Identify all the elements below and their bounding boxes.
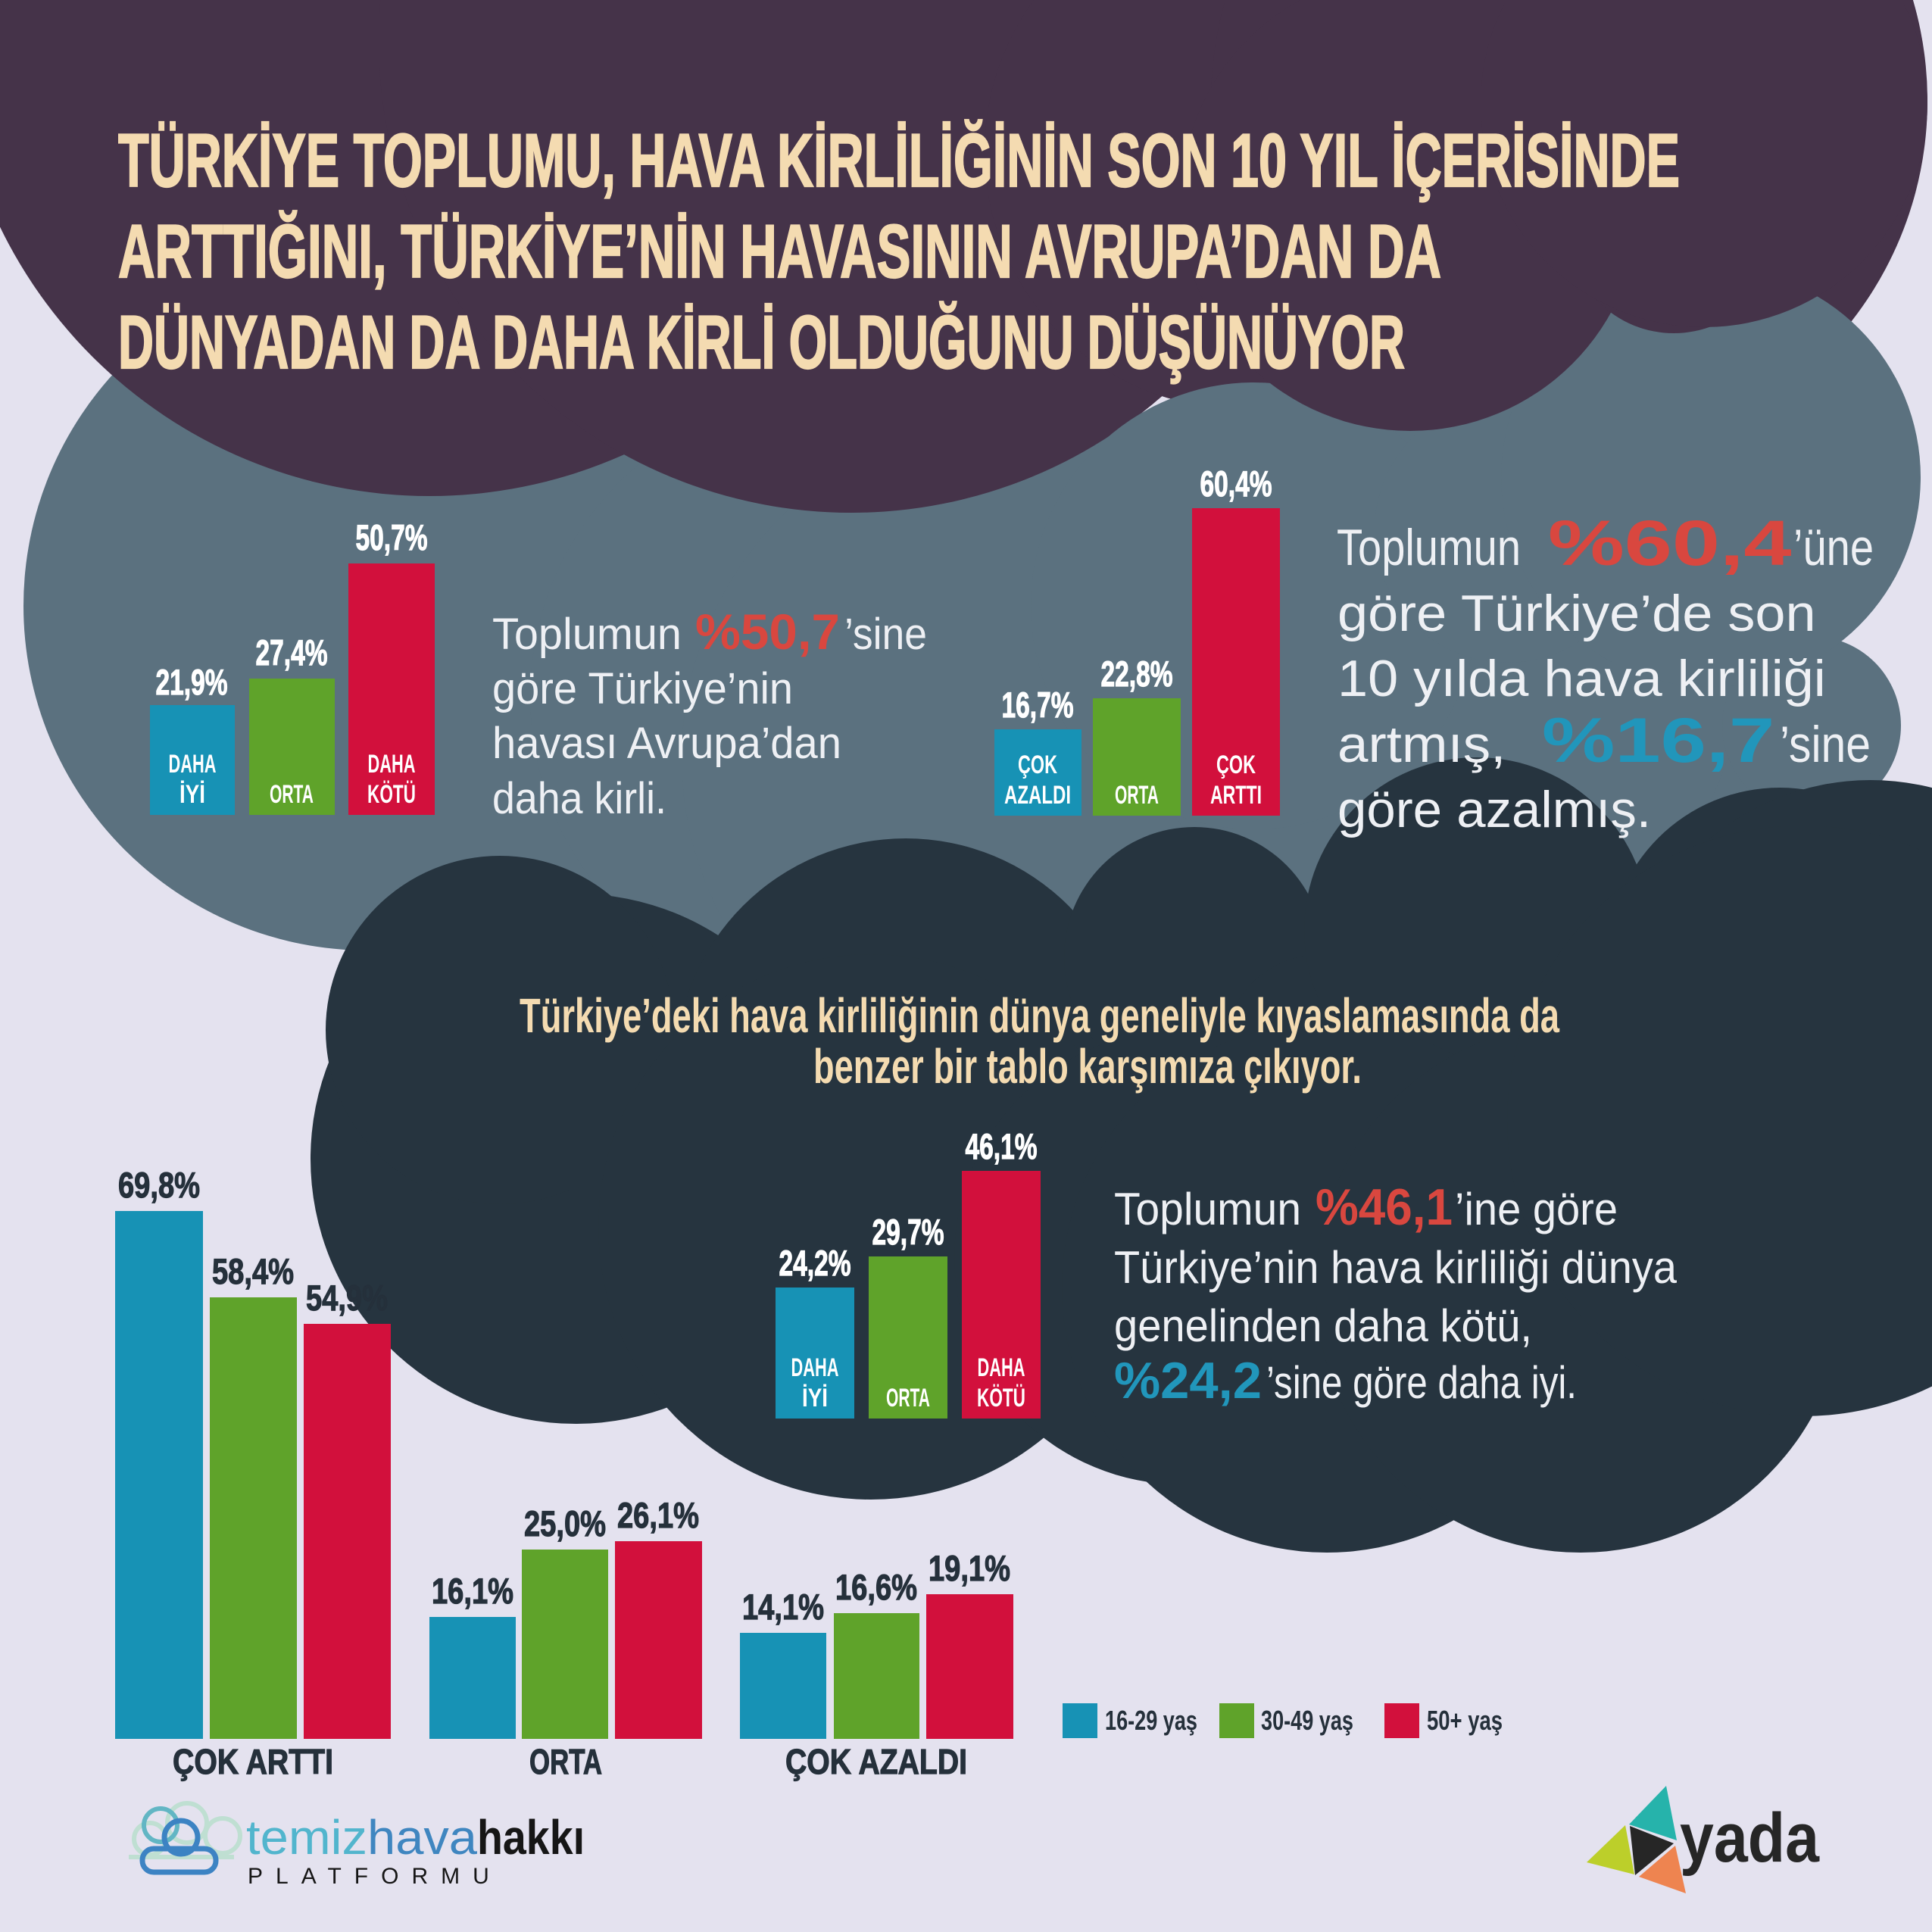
svg-text:ÇOK: ÇOK — [1216, 751, 1256, 779]
svg-text:26,1%: 26,1% — [617, 1495, 699, 1535]
svg-text:Türkiye’nin hava kirliliği dün: Türkiye’nin hava kirliliği dünya — [1114, 1242, 1678, 1293]
svg-text:DAHA: DAHA — [791, 1353, 839, 1382]
svg-text:58,4%: 58,4% — [212, 1251, 294, 1291]
svg-text:daha kirli.: daha kirli. — [492, 774, 666, 823]
svg-text:havası Avrupa’dan: havası Avrupa’dan — [492, 719, 841, 768]
svg-text:ARTTI: ARTTI — [1210, 781, 1262, 810]
svg-text:’sine: ’sine — [1780, 716, 1871, 773]
svg-text:%46,1: %46,1 — [1316, 1178, 1453, 1236]
svg-text:’ine göre: ’ine göre — [1455, 1184, 1618, 1234]
svg-text:30-49 yaş: 30-49 yaş — [1261, 1705, 1353, 1736]
svg-text:hava: hava — [367, 1810, 477, 1865]
svg-text:Toplumun: Toplumun — [1337, 519, 1521, 576]
svg-text:27,4%: 27,4% — [256, 632, 328, 673]
svg-text:Toplumun: Toplumun — [492, 610, 682, 659]
svg-text:54,9%: 54,9% — [306, 1278, 388, 1318]
svg-text:14,1%: 14,1% — [742, 1587, 824, 1627]
svg-text:%60,4: %60,4 — [1548, 508, 1791, 579]
svg-text:yada: yada — [1680, 1799, 1820, 1877]
svg-text:DÜNYADAN DA DAHA KİRLİ OLDUĞUN: DÜNYADAN DA DAHA KİRLİ OLDUĞUNU DÜŞÜNÜYO… — [118, 300, 1405, 384]
svg-text:göre Türkiye’de son: göre Türkiye’de son — [1337, 585, 1816, 642]
svg-text:KÖTÜ: KÖTÜ — [367, 780, 416, 809]
svg-text:29,7%: 29,7% — [872, 1212, 944, 1252]
svg-text:46,1%: 46,1% — [966, 1126, 1038, 1166]
svg-text:DAHA: DAHA — [368, 750, 416, 779]
svg-text:ORTA: ORTA — [1115, 781, 1159, 810]
svg-text:’üne: ’üne — [1793, 519, 1874, 576]
svg-text:KÖTÜ: KÖTÜ — [977, 1384, 1025, 1412]
svg-text:PLATFORMU: PLATFORMU — [248, 1864, 502, 1889]
svg-text:69,8%: 69,8% — [118, 1165, 200, 1205]
svg-text:16,1%: 16,1% — [432, 1571, 513, 1611]
svg-text:Toplumun: Toplumun — [1114, 1184, 1301, 1234]
svg-text:İYİ: İYİ — [179, 780, 205, 809]
svg-text:22,8%: 22,8% — [1101, 654, 1173, 694]
svg-text:%16,7: %16,7 — [1542, 704, 1774, 776]
svg-text:hakkı: hakkı — [477, 1810, 585, 1865]
svg-text:16,7%: 16,7% — [1002, 685, 1074, 725]
svg-text:21,9%: 21,9% — [156, 662, 228, 702]
svg-text:göre azalmış.: göre azalmış. — [1337, 781, 1651, 838]
svg-text:10 yılda hava kirliliği: 10 yılda hava kirliliği — [1337, 650, 1826, 707]
svg-text:25,0%: 25,0% — [524, 1503, 606, 1543]
svg-text:%50,7: %50,7 — [695, 604, 840, 660]
svg-text:’sine: ’sine — [844, 610, 927, 659]
svg-text:ÇOK: ÇOK — [1018, 751, 1057, 779]
svg-text:temiz: temiz — [246, 1810, 367, 1865]
svg-text:ORTA: ORTA — [529, 1742, 602, 1781]
svg-text:60,4%: 60,4% — [1200, 463, 1272, 504]
svg-text:ORTA: ORTA — [886, 1384, 930, 1412]
svg-text:DAHA: DAHA — [978, 1353, 1025, 1382]
svg-text:İYİ: İYİ — [802, 1384, 828, 1412]
svg-text:%24,2: %24,2 — [1114, 1352, 1262, 1409]
svg-text:benzer bir tablo karşımıza çık: benzer bir tablo karşımıza çıkıyor. — [813, 1039, 1362, 1094]
svg-text:50+ yaş: 50+ yaş — [1427, 1705, 1503, 1736]
svg-text:genelinden daha kötü,: genelinden daha kötü, — [1114, 1300, 1532, 1351]
svg-text:AZALDI: AZALDI — [1004, 781, 1071, 810]
svg-text:ARTTIĞINI, TÜRKİYE’NİN HAVASIN: ARTTIĞINI, TÜRKİYE’NİN HAVASININ AVRUPA’… — [118, 209, 1441, 293]
svg-text:16-29 yaş: 16-29 yaş — [1105, 1705, 1197, 1736]
svg-text:TÜRKİYE TOPLUMU, HAVA KİRLİLİĞ: TÜRKİYE TOPLUMU, HAVA KİRLİLİĞİNİN SON 1… — [118, 118, 1680, 202]
svg-text:24,2%: 24,2% — [779, 1243, 851, 1283]
svg-text:19,1%: 19,1% — [929, 1548, 1010, 1588]
svg-text:16,6%: 16,6% — [835, 1567, 917, 1607]
svg-text:artmış,: artmış, — [1337, 715, 1506, 772]
svg-text:göre Türkiye’nin: göre Türkiye’nin — [492, 664, 793, 713]
svg-text:’sine göre daha iyi.: ’sine göre daha iyi. — [1266, 1357, 1577, 1408]
svg-text:ORTA: ORTA — [270, 780, 314, 809]
svg-text:ÇOK AZALDI: ÇOK AZALDI — [785, 1742, 967, 1781]
svg-text:Türkiye’deki hava kirliliğinin: Türkiye’deki hava kirliliğinin dünya gen… — [520, 988, 1559, 1043]
svg-text:ÇOK ARTTI: ÇOK ARTTI — [173, 1742, 333, 1781]
svg-text:50,7%: 50,7% — [356, 517, 428, 557]
svg-text:DAHA: DAHA — [169, 750, 217, 779]
